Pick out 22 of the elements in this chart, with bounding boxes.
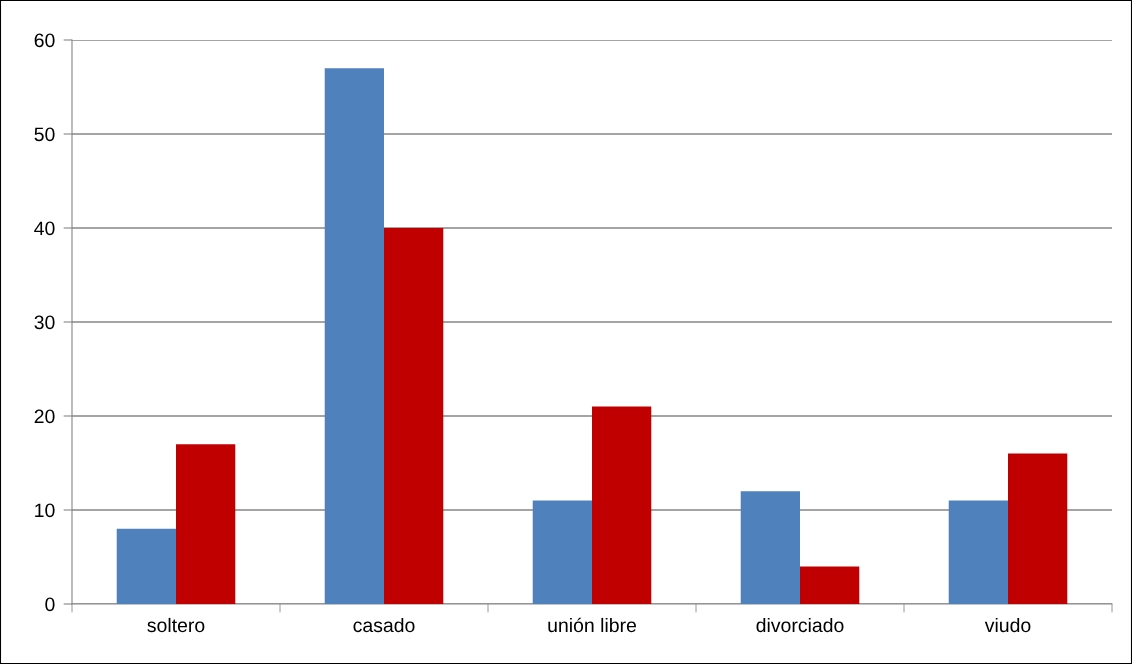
bar	[324, 68, 384, 604]
y-tick-label: 40	[34, 221, 55, 236]
x-tick-label: unión libre	[548, 617, 636, 633]
y-tick-label: 10	[35, 503, 55, 518]
x-tick-label: divorciado	[756, 617, 844, 633]
x-tick-label: soltero	[147, 617, 205, 633]
bar	[384, 228, 444, 604]
bar	[592, 406, 652, 604]
y-tick-label: 0	[45, 597, 55, 612]
x-tick-label: viudo	[984, 617, 1031, 633]
y-tick-label: 60	[34, 33, 55, 48]
bar	[116, 528, 176, 604]
bar	[948, 500, 1008, 604]
bar	[740, 491, 800, 604]
bar	[532, 500, 592, 604]
y-tick-label: 20	[34, 409, 55, 424]
bar	[1008, 453, 1068, 604]
x-tick-label: casado	[353, 617, 415, 633]
y-tick-label: 30	[34, 315, 55, 330]
bar	[800, 566, 860, 604]
bar	[176, 444, 236, 604]
y-tick-label: 50	[34, 127, 55, 142]
